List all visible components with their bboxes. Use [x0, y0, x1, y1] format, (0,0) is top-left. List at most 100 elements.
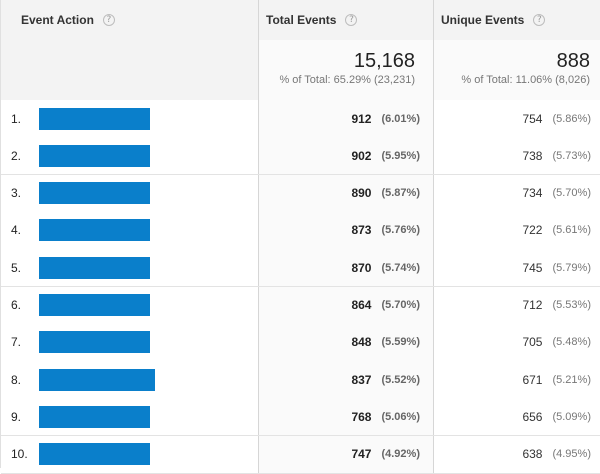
column-header-unique-events[interactable]: Unique Events ? [433, 0, 600, 40]
redacted-event-action[interactable] [39, 331, 150, 354]
redacted-event-action[interactable] [39, 368, 155, 391]
redacted-event-action[interactable] [39, 294, 150, 316]
redacted-event-action[interactable] [39, 405, 150, 428]
table-row[interactable]: 1. 912 (6.01%) 754 (5.86%) [1, 100, 600, 138]
unique-events-cell: 656 (5.09%) [433, 398, 600, 436]
column-label: Total Events [266, 13, 337, 27]
redacted-event-action[interactable] [39, 256, 150, 279]
table-row[interactable]: 5. 870 (5.74%) 745 (5.79%) [1, 249, 600, 288]
total-events-cell: 848 (5.59%) [258, 323, 433, 361]
total-events-value: 870 [351, 260, 372, 275]
row-index: 6. [11, 298, 22, 312]
unique-events-percent: (5.70%) [552, 187, 591, 200]
row-index: 1. [11, 111, 22, 126]
unique-events-value: 722 [522, 223, 543, 238]
total-events-cell: 864 (5.70%) [258, 286, 433, 324]
table-row[interactable]: 7. 848 (5.59%) 705 (5.48%) [1, 323, 600, 362]
column-label: Unique Events [441, 13, 525, 27]
redacted-event-action[interactable] [39, 182, 150, 205]
totals-value: 15,168 [353, 50, 415, 72]
table-header: Event Action ? Total Events ? Unique Eve… [1, 0, 600, 41]
total-events-cell: 747 (4.92%) [258, 435, 433, 473]
total-events-cell: 873 (5.76%) [258, 211, 433, 249]
total-events-percent: (5.52%) [381, 373, 420, 386]
total-events-value: 848 [351, 335, 372, 350]
unique-events-cell: 712 (5.53%) [433, 286, 600, 324]
total-events-cell: 870 (5.74%) [258, 249, 433, 287]
unique-events-percent: (5.48%) [552, 336, 591, 349]
unique-events-percent: (5.79%) [552, 261, 591, 274]
totals-total-events: 15,168 % of Total: 65.29% (23,231) [258, 40, 433, 100]
redacted-event-action[interactable] [39, 107, 150, 130]
total-events-percent: (5.87%) [381, 187, 420, 200]
unique-events-percent: (4.95%) [552, 448, 591, 461]
unique-events-percent: (5.73%) [552, 149, 591, 162]
unique-events-value: 754 [522, 111, 543, 126]
table-row[interactable]: 4. 873 (5.76%) 722 (5.61%) [1, 211, 600, 250]
totals-percent-of-total: % of Total: 11.06% (8,026) [461, 74, 590, 86]
total-events-percent: (4.92%) [381, 448, 420, 461]
unique-events-value: 738 [522, 148, 543, 163]
unique-events-cell: 734 (5.70%) [433, 174, 600, 212]
total-events-percent: (5.70%) [381, 299, 420, 311]
help-icon[interactable]: ? [345, 14, 358, 26]
row-index: 2. [11, 148, 22, 163]
column-header-total-events[interactable]: Total Events ? [258, 0, 433, 40]
total-events-cell: 837 (5.52%) [258, 361, 433, 399]
total-events-cell: 890 (5.87%) [258, 174, 433, 212]
column-header-event-action[interactable]: Event Action ? [1, 0, 258, 40]
total-events-cell: 912 (6.01%) [258, 100, 433, 137]
totals-percent-of-total: % of Total: 65.29% (23,231) [279, 74, 415, 86]
unique-events-value: 671 [522, 372, 543, 387]
help-icon[interactable]: ? [533, 14, 546, 26]
total-events-percent: (5.06%) [381, 410, 420, 423]
event-action-cell: 9. [1, 398, 258, 435]
event-action-cell: 2. [1, 137, 258, 174]
event-action-cell: 3. [1, 175, 258, 212]
row-index: 4. [11, 223, 22, 238]
totals-row: 15,168 % of Total: 65.29% (23,231) 888 %… [1, 40, 600, 101]
unique-events-percent: (5.86%) [552, 112, 591, 125]
total-events-cell: 902 (5.95%) [258, 137, 433, 175]
row-index: 3. [11, 186, 22, 201]
row-index: 8. [11, 372, 22, 387]
unique-events-cell: 738 (5.73%) [433, 137, 600, 175]
table-row[interactable]: 3. 890 (5.87%) 734 (5.70%) [1, 174, 600, 213]
event-action-cell: 4. [1, 212, 258, 249]
redacted-event-action[interactable] [39, 144, 150, 167]
total-events-value: 902 [351, 148, 372, 163]
event-action-cell: 1. [1, 100, 258, 137]
event-action-cell: 7. [1, 324, 258, 361]
unique-events-value: 705 [522, 335, 543, 350]
table-row[interactable]: 8. 837 (5.52%) 671 (5.21%) [1, 361, 600, 400]
row-index: 5. [11, 260, 22, 275]
unique-events-value: 734 [522, 186, 543, 201]
unique-events-cell: 754 (5.86%) [433, 100, 600, 137]
redacted-event-action[interactable] [39, 443, 150, 466]
table-row[interactable]: 10. 747 (4.92%) 638 (4.95%) [1, 435, 600, 474]
unique-events-cell: 745 (5.79%) [433, 249, 600, 287]
event-action-cell: 6. [1, 287, 258, 324]
total-events-value: 890 [351, 186, 372, 201]
unique-events-cell: 705 (5.48%) [433, 323, 600, 361]
total-events-percent: (5.59%) [381, 336, 420, 349]
event-action-cell: 5. [1, 249, 258, 286]
table-row[interactable]: 6. 864 (5.70%) 712 (5.53%) [1, 286, 600, 325]
row-index: 9. [11, 409, 22, 424]
unique-events-percent: (5.09%) [552, 410, 591, 423]
total-events-value: 837 [351, 372, 372, 387]
help-icon[interactable]: ? [102, 14, 115, 26]
unique-events-percent: (5.21%) [552, 373, 591, 386]
table-row[interactable]: 9. 768 (5.06%) 656 (5.09%) [1, 398, 600, 437]
total-events-value: 747 [351, 447, 372, 462]
unique-events-value: 712 [522, 298, 543, 312]
totals-value: 888 [556, 50, 590, 72]
unique-events-cell: 638 (4.95%) [433, 435, 600, 473]
unique-events-value: 656 [522, 409, 543, 424]
total-events-percent: (5.95%) [381, 149, 420, 162]
redacted-event-action[interactable] [39, 219, 150, 242]
row-index: 10. [11, 447, 28, 462]
table-row[interactable]: 2. 902 (5.95%) 738 (5.73%) [1, 137, 600, 176]
row-index: 7. [11, 335, 22, 350]
